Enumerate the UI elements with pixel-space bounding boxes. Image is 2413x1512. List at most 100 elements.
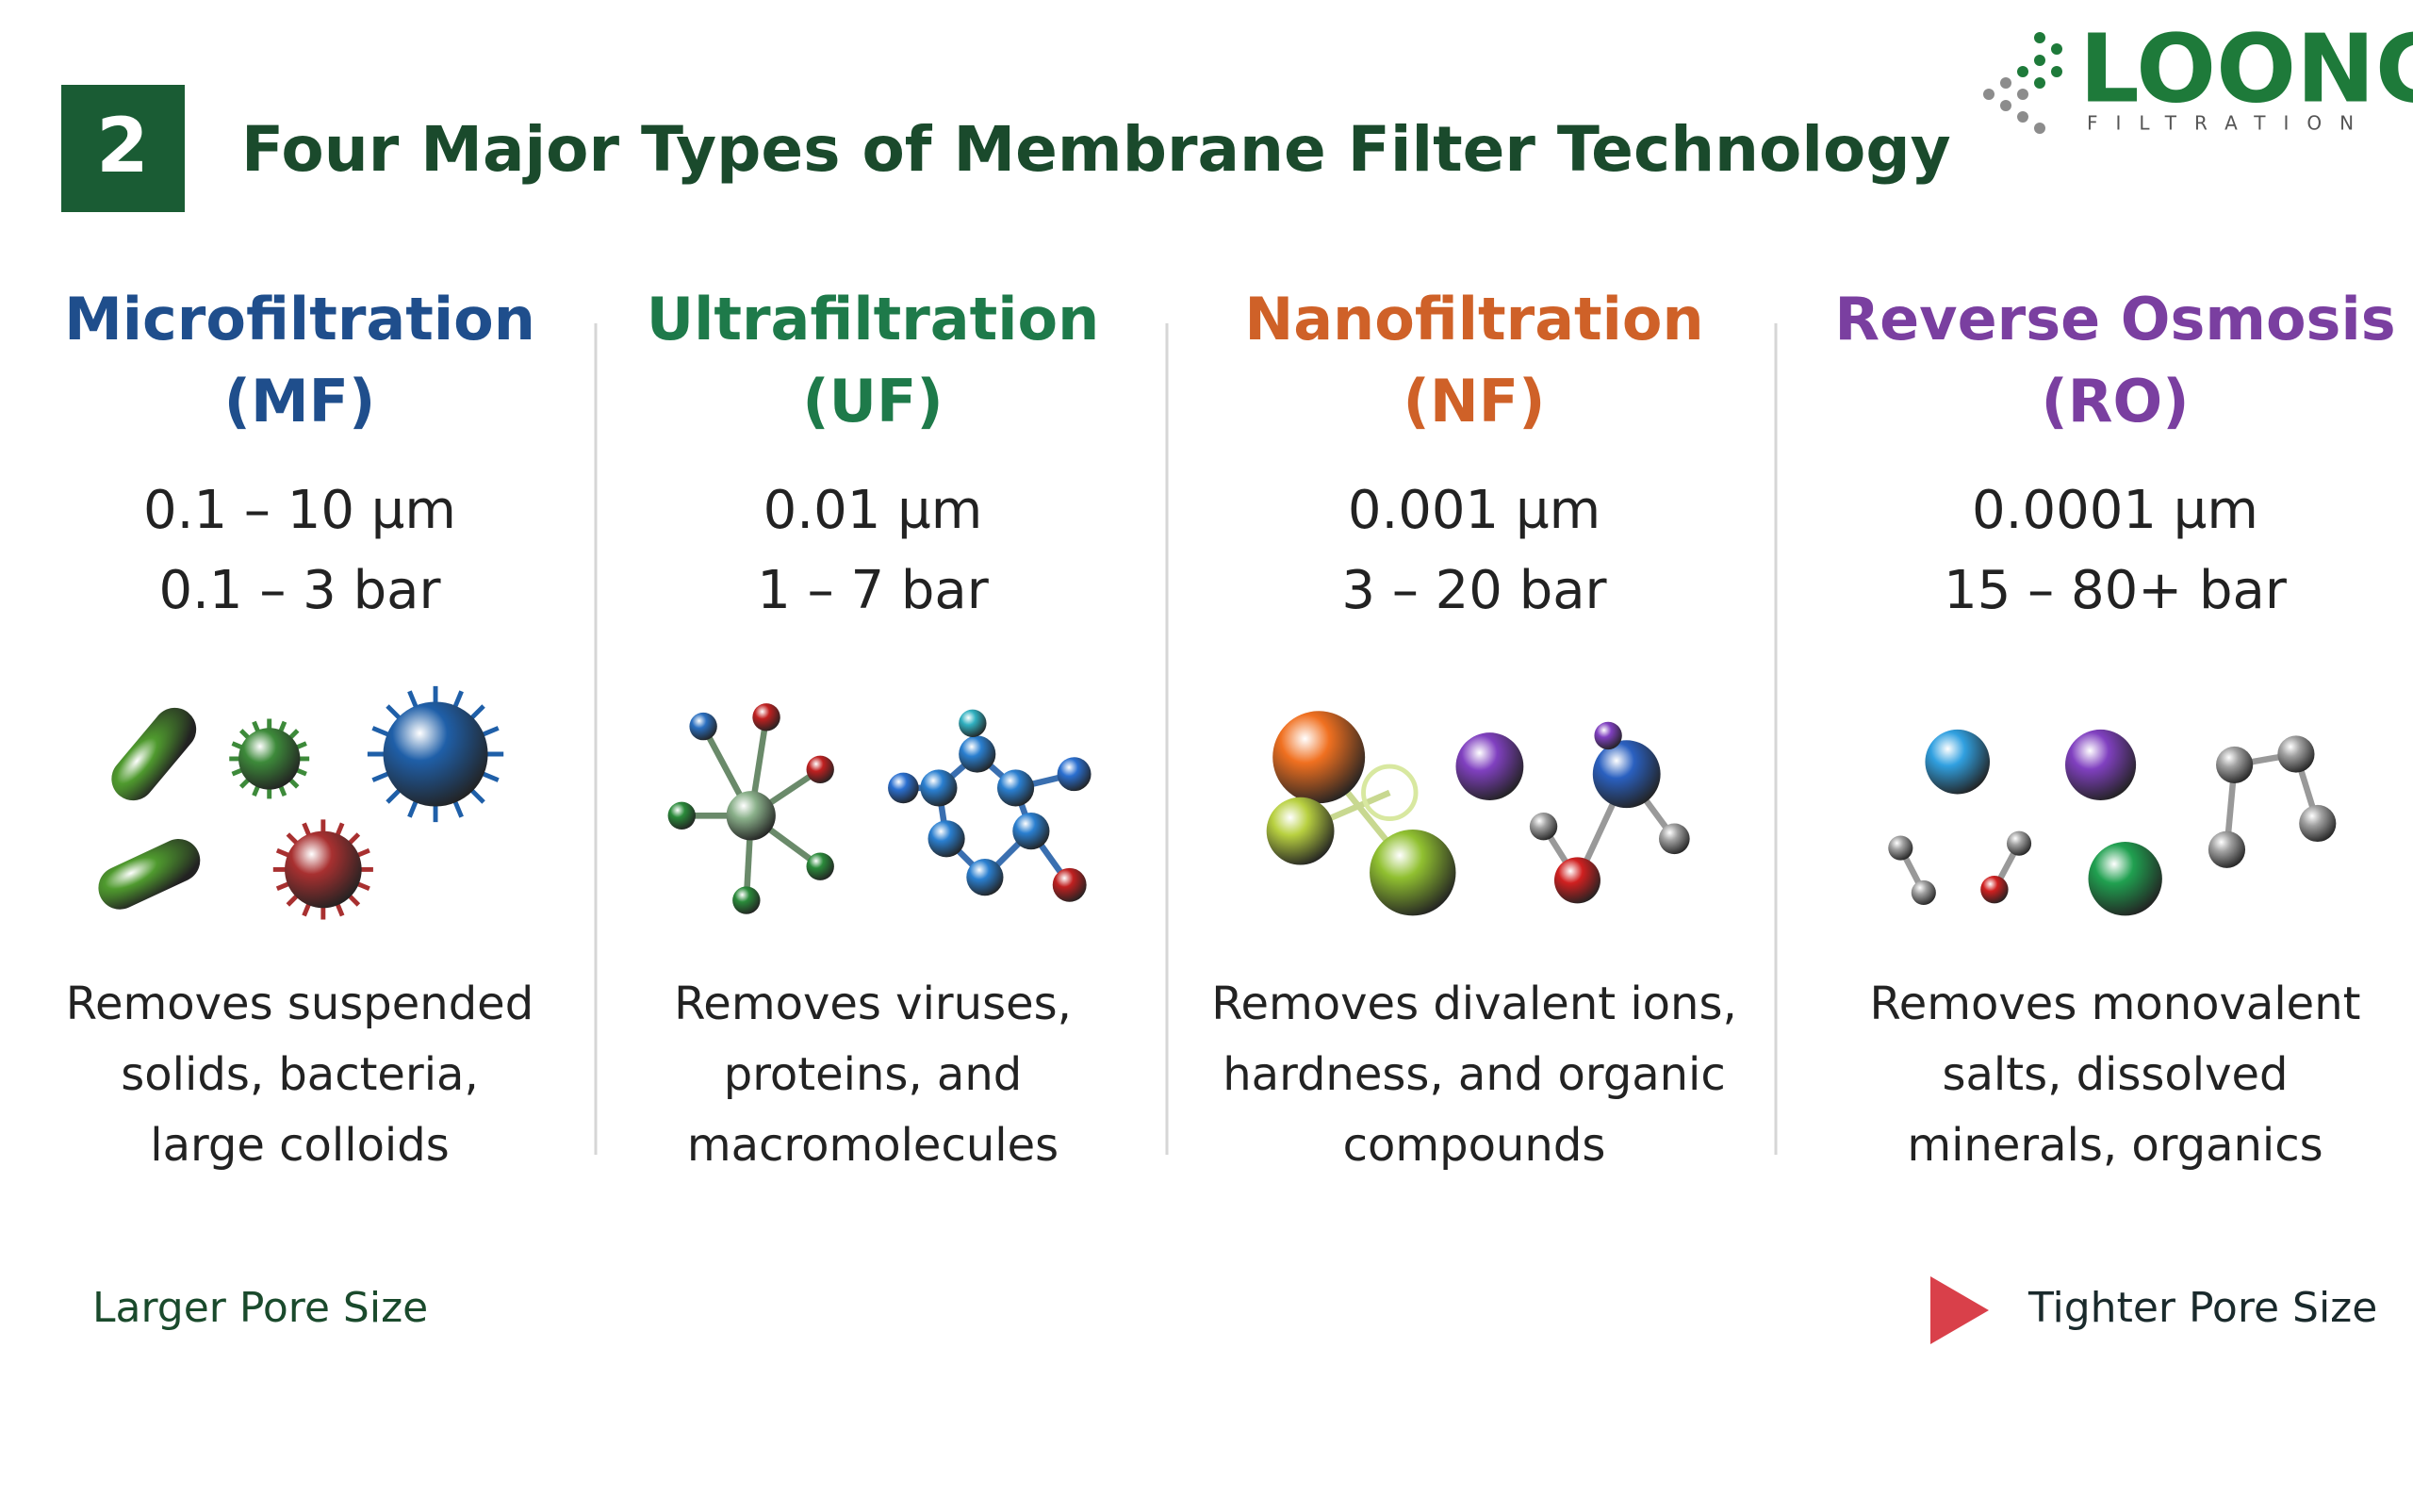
sphere	[2088, 842, 2162, 916]
pressure: 1 – 7 bar	[757, 560, 990, 621]
pore-size: 0.001 µm	[1348, 480, 1600, 541]
sphere	[667, 801, 696, 830]
sphere	[2216, 746, 2254, 784]
scale-right-label: Tighter Pore Size	[2027, 1284, 2377, 1332]
sphere	[959, 709, 987, 738]
sphere	[806, 852, 834, 880]
column-name: Reverse Osmosis	[1834, 285, 2395, 353]
description-line: Removes divalent ions,	[1211, 978, 1736, 1030]
pore-size: 0.0001 µm	[1972, 480, 2258, 541]
sphere	[2277, 735, 2315, 773]
column-name: Nanofiltration	[1244, 285, 1703, 353]
pore-size: 0.1 – 10 µm	[143, 480, 456, 541]
sphere	[238, 728, 301, 790]
column: Microfiltration (MF) 0.1 – 10 µm 0.1 – 3 ba…	[64, 285, 535, 1172]
description-line: minerals, organics	[1907, 1119, 2323, 1172]
logo-mark	[1983, 32, 2062, 134]
description-line: hardness, and organic	[1223, 1048, 1726, 1101]
sphere	[966, 859, 1004, 896]
sphere	[2006, 830, 2032, 856]
column-name: Ultrafiltration	[647, 285, 1100, 353]
column: Ultrafiltration (UF) 0.01 µm 1 – 7 bar Remov…	[647, 285, 1100, 1172]
sphere	[285, 830, 362, 909]
logo-dot	[2034, 77, 2045, 89]
scale-arrow-head	[1930, 1276, 1989, 1344]
column-name: Microfiltration	[64, 285, 535, 353]
sphere	[1980, 875, 2009, 904]
sphere	[1592, 740, 1661, 809]
sphere	[752, 703, 780, 731]
logo-dot	[2017, 89, 2028, 100]
logo-dot	[2034, 123, 2045, 134]
sphere	[1052, 867, 1087, 902]
column-abbr: (NF)	[1403, 367, 1546, 436]
pressure: 15 – 80+ bar	[1944, 560, 2288, 621]
sphere	[1272, 711, 1366, 804]
sphere	[927, 820, 965, 858]
sphere	[689, 712, 717, 741]
pressure: 0.1 – 3 bar	[159, 560, 442, 621]
description-line: macromolecules	[687, 1119, 1059, 1172]
sphere	[383, 701, 488, 807]
section-number: 2	[96, 102, 149, 189]
sphere	[1925, 729, 1991, 795]
sphere	[1553, 857, 1600, 904]
sphere	[1659, 823, 1690, 855]
logo-dot	[2034, 32, 2045, 43]
column-abbr: (UF)	[802, 367, 943, 436]
sphere	[920, 769, 958, 807]
sphere	[1594, 721, 1622, 750]
sphere	[1012, 813, 1050, 850]
column: Nanofiltration (NF) 0.001 µm 3 – 20 bar Remo…	[1211, 285, 1736, 1172]
description-line: salts, dissolved	[1942, 1048, 2288, 1101]
description-line: solids, bacteria,	[121, 1048, 478, 1101]
sphere	[1911, 879, 1936, 905]
description-line: Removes suspended	[66, 978, 533, 1030]
sphere	[1529, 813, 1558, 841]
scale-left-label: Larger Pore Size	[92, 1284, 428, 1332]
number-badge	[61, 85, 185, 212]
sphere	[1266, 797, 1335, 865]
logo-dot	[2017, 66, 2028, 77]
bacterium	[98, 839, 201, 910]
sphere	[888, 772, 919, 804]
bacterium	[111, 707, 197, 801]
pore-scale: Larger Pore Size Tighter Pore Size	[92, 1276, 2377, 1344]
column: Reverse Osmosis (RO) 0.0001 µm 15 – 80+ bar…	[1834, 285, 2395, 1172]
description-line: Removes monovalent	[1870, 978, 2361, 1030]
pressure: 3 – 20 bar	[1341, 560, 1607, 621]
description-line: proteins, and	[724, 1048, 1022, 1101]
illustrations	[98, 685, 2337, 920]
columns: Microfiltration (MF) 0.1 – 10 µm 0.1 – 3 ba…	[64, 285, 2396, 1172]
logo-dot	[1983, 89, 1994, 100]
description-line: compounds	[1343, 1119, 1606, 1172]
logo: LOONG FILTRATION	[1983, 13, 2413, 135]
sphere	[2299, 804, 2337, 843]
logo-tagline: FILTRATION	[2087, 112, 2372, 135]
logo-dot	[2000, 100, 2011, 111]
sphere	[1057, 757, 1092, 792]
sphere	[2065, 729, 2137, 800]
sphere	[2208, 830, 2246, 868]
logo-dot	[2051, 66, 2062, 77]
description-line: Removes viruses,	[674, 978, 1072, 1030]
logo-name: LOONG	[2079, 13, 2413, 123]
column-abbr: (RO)	[2041, 367, 2189, 436]
sphere	[806, 755, 834, 784]
sphere	[732, 886, 761, 914]
sphere	[996, 769, 1035, 807]
logo-dot	[2051, 43, 2062, 55]
sphere-outline	[1361, 764, 1419, 822]
logo-dot	[2000, 77, 2011, 89]
logo-dot	[2017, 111, 2028, 123]
sphere	[1888, 835, 1913, 861]
description-line: large colloids	[150, 1119, 450, 1172]
sphere	[1370, 830, 1456, 916]
sphere	[726, 791, 776, 841]
pore-size: 0.01 µm	[763, 480, 983, 541]
column-abbr: (MF)	[224, 367, 376, 436]
logo-dot	[2034, 55, 2045, 66]
sphere	[1455, 732, 1524, 800]
